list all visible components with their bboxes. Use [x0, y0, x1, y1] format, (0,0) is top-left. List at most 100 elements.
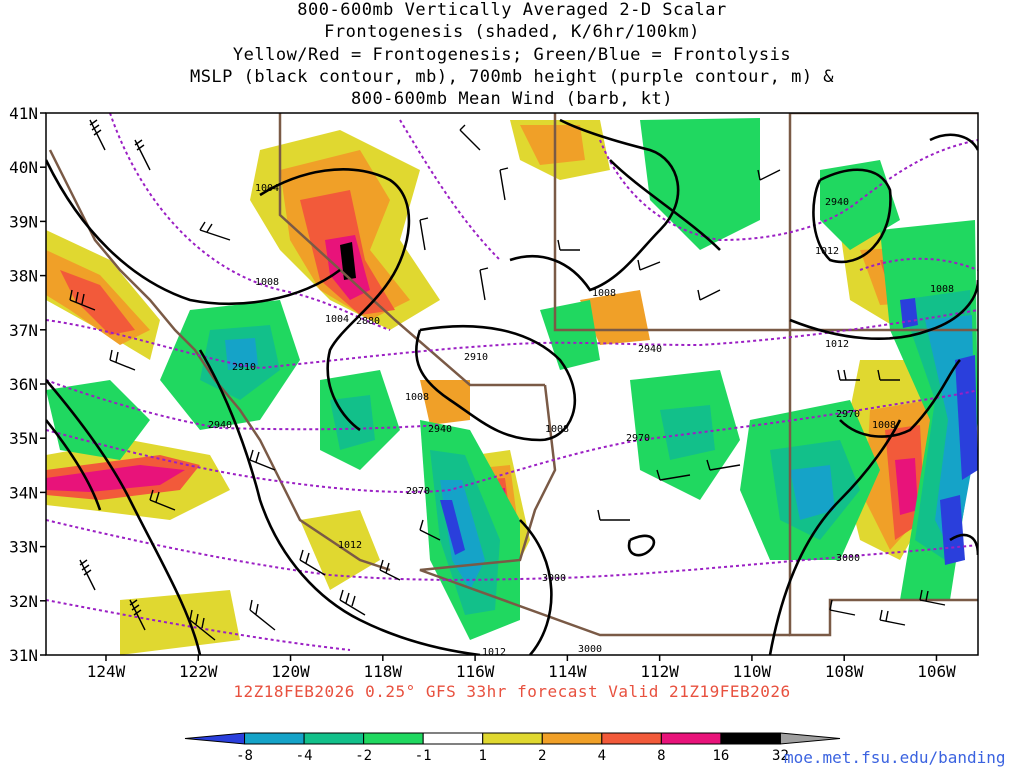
california-coastline — [48, 149, 391, 572]
mslp-contour — [789, 279, 978, 341]
colorbar-label: 4 — [598, 748, 606, 764]
mslp-contour — [627, 534, 656, 557]
wind-barb — [757, 169, 781, 181]
height-label: 3000 — [836, 553, 860, 564]
colorbar-label: 8 — [657, 748, 665, 764]
colorbar-label: 16 — [712, 748, 729, 764]
lon-tick-label: 116W — [456, 662, 495, 681]
frontolysis-shade-blue — [440, 500, 465, 555]
height-label: 3000 — [542, 573, 566, 584]
wind-barb — [339, 589, 366, 616]
colorbar-swatch — [779, 732, 841, 745]
fronto-shade-black — [340, 242, 356, 280]
height-label: 2970 — [406, 486, 430, 497]
height-contour — [399, 119, 501, 261]
colorbar-swatch — [363, 732, 424, 745]
mslp-contour — [609, 159, 721, 251]
lat-tick-label: 39N — [9, 212, 38, 231]
height-contours — [46, 113, 978, 651]
height-contour — [46, 379, 441, 431]
height-label: 2970 — [836, 409, 860, 420]
mslp-label: 1004 — [325, 314, 349, 325]
colorbar-label: 1 — [479, 748, 487, 764]
mslp-label: 1008 — [592, 288, 616, 299]
wind-barb — [706, 459, 741, 471]
mslp-contour — [519, 519, 553, 655]
mslp-contour — [415, 324, 577, 442]
new-mexico-border — [788, 330, 978, 637]
frontolysis-shade-cyan — [790, 465, 835, 520]
mslp-contour — [198, 349, 481, 655]
height-contour — [859, 257, 978, 271]
colorbar-label: 32 — [772, 748, 789, 764]
height-label: 2940 — [428, 424, 452, 435]
mslp-contour — [46, 379, 202, 655]
mslp-label: 1012 — [815, 246, 839, 257]
arizona-border — [419, 384, 790, 637]
height-label: 3000 — [578, 644, 602, 655]
colorbar-label: -8 — [236, 748, 253, 764]
wind-barb — [109, 349, 136, 371]
contour-labels: 1004 1008 1004 1008 1008 1008 1012 1012 … — [208, 183, 954, 658]
lon-tick-label: 110W — [733, 662, 772, 681]
height-contour — [46, 519, 978, 581]
utah-border — [553, 113, 792, 332]
lat-tick-label: 32N — [9, 592, 38, 611]
mslp-contour — [509, 118, 680, 292]
fronto-shade-red — [60, 270, 135, 335]
mslp-label: 1008 — [255, 277, 279, 288]
colorbar: -8 -4 -2 -1 1 2 4 8 16 32 — [184, 732, 841, 764]
height-contour — [109, 113, 391, 331]
lon-tick-label: 106W — [917, 662, 956, 681]
wind-barb — [637, 259, 661, 271]
map-plot-area: 1004 1008 1004 1008 1008 1008 1012 1012 … — [46, 113, 978, 658]
fronto-shade-orange — [520, 125, 585, 165]
mslp-label: 1012 — [825, 339, 849, 350]
wind-barb — [499, 167, 509, 201]
mslp-contour — [46, 159, 341, 306]
frontolysis-shade-blue — [955, 355, 978, 480]
colorbar-label: -2 — [355, 748, 372, 764]
mslp-label: 1012 — [338, 540, 362, 551]
wind-barb — [249, 599, 276, 631]
wind-barb — [79, 559, 96, 591]
colorbar-swatch — [720, 732, 781, 745]
mslp-label: 1008 — [405, 392, 429, 403]
colorbar-swatch — [601, 732, 662, 745]
lat-tick-label: 36N — [9, 375, 38, 394]
colorbar-swatch — [660, 732, 722, 745]
wind-barb — [656, 469, 691, 481]
colorbar-swatch — [422, 732, 484, 745]
colorbar-label: 2 — [538, 748, 546, 764]
wind-barb — [129, 599, 146, 631]
lat-tick-label: 34N — [9, 483, 38, 502]
lat-tick-label: 41N — [9, 104, 38, 123]
lon-tick-label: 108W — [825, 662, 864, 681]
mslp-contour — [46, 419, 102, 511]
wind-barb — [879, 609, 906, 626]
lon-tick-label: 120W — [271, 662, 310, 681]
title-line-1: 800-600mb Vertically Averaged 2-D Scalar — [297, 0, 727, 20]
height-label: 2940 — [825, 197, 849, 208]
frontolysis-shade-teal — [660, 405, 715, 460]
fronto-shade-yellow — [300, 510, 380, 590]
height-contour — [599, 139, 978, 242]
wind-barb — [69, 289, 96, 311]
height-label: 2880 — [356, 316, 380, 327]
height-label: 2910 — [232, 362, 256, 373]
title-line-2: Frontogenesis (shaded, K/6hr/100km) — [324, 22, 700, 42]
longitude-axis: 124W 122W 120W 118W 116W 114W 112W 110W 108W 106W — [87, 655, 956, 681]
colorbar-swatch — [184, 732, 246, 745]
frontolysis-shade-green — [820, 160, 900, 250]
wind-barb — [89, 119, 106, 151]
mslp-contour — [929, 133, 978, 151]
height-contour — [46, 599, 351, 651]
wind-barb — [189, 609, 216, 641]
wind-barb — [249, 449, 276, 471]
fronto-shade-orange — [420, 380, 470, 425]
wind-barb — [199, 221, 231, 241]
mslp-label: 1012 — [482, 647, 506, 658]
lat-tick-label: 31N — [9, 646, 38, 665]
wind-barb — [697, 289, 721, 301]
